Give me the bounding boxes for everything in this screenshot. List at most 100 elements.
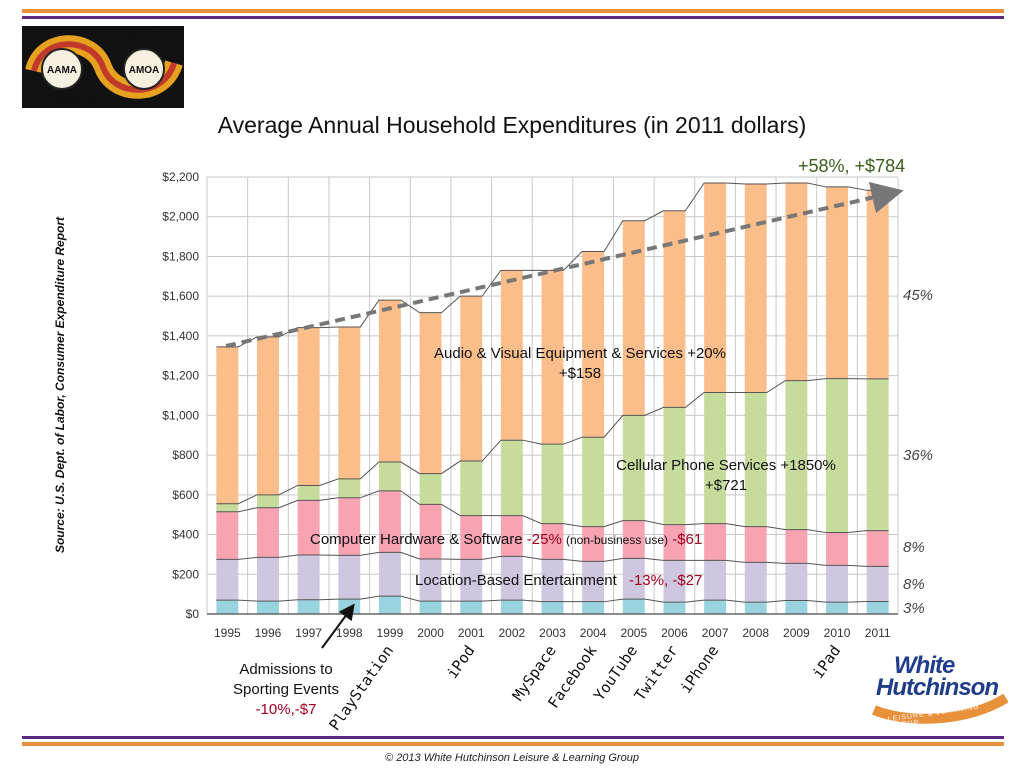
bar-segment — [704, 600, 727, 614]
event-logo: AAMA AMOA LAS VEGAS, NV MARCH 20-22 — [22, 9, 184, 108]
logo-white: White — [894, 652, 955, 679]
bar-segment — [785, 563, 808, 601]
bar-segment — [256, 557, 279, 602]
bar-segment — [297, 485, 320, 501]
series-line — [216, 182, 889, 348]
x-tick-label: 1995 — [214, 626, 241, 640]
top-rule-orange — [22, 9, 1004, 13]
series-line — [216, 551, 889, 567]
bar-segment — [744, 562, 767, 603]
y-tick-label: $400 — [172, 528, 199, 542]
bar-segment — [216, 600, 239, 614]
x-tick-label: 1996 — [255, 626, 282, 640]
bar-segment — [785, 182, 808, 381]
bottom-rule-purple — [22, 736, 1004, 739]
bar-segment — [744, 602, 767, 614]
pct-admissions: 3% — [903, 600, 925, 617]
bar-segment — [500, 440, 523, 516]
page-title: Average Annual Household Expenditures (i… — [217, 112, 807, 138]
y-tick-label: $0 — [186, 607, 200, 621]
bar-segment — [256, 336, 279, 495]
computer-label-main: Computer Hardware & Software — [310, 531, 523, 548]
logo-badge-amoa: AMOA — [129, 65, 160, 76]
bar-segment — [297, 555, 320, 600]
bar-segment — [256, 494, 279, 508]
bar-segment — [663, 210, 686, 408]
bar-segment — [216, 511, 239, 560]
bar-segment — [582, 437, 605, 527]
x-tick-label: 2006 — [661, 626, 688, 640]
bar-segment — [866, 566, 889, 602]
x-tick-label: 2002 — [499, 626, 526, 640]
pct-cell: 36% — [903, 447, 933, 464]
bar-segment — [419, 558, 442, 602]
bottom-rule-orange — [22, 742, 1004, 746]
y-axis-tick-labels: $0 $200 $400 $600 $800 $1,000 $1,200 $1,400 $1,6… — [162, 170, 199, 621]
admissions-label-line2: Sporting Events — [233, 681, 339, 698]
bar-segment — [541, 523, 564, 560]
pct-lbe: 8% — [903, 576, 925, 593]
y-tick-label: $1,000 — [162, 408, 199, 422]
bar-segment — [826, 565, 849, 603]
bar-segment — [541, 559, 564, 602]
admissions-label-line1: Admissions to — [239, 661, 332, 678]
bar-segment — [419, 473, 442, 505]
bar-segment — [500, 270, 523, 441]
bar-segment — [338, 326, 361, 479]
bar-segment — [460, 461, 483, 516]
logo-dates: MARCH 20-22 — [52, 94, 111, 104]
audio-label-line2: +$158 — [559, 365, 601, 382]
y-tick-label: $200 — [172, 567, 199, 581]
bar-segment — [785, 529, 808, 564]
bar-segment — [622, 599, 645, 614]
audio-label-line1: Audio & Visual Equipment & Services +20% — [434, 345, 726, 362]
bar-segment — [338, 478, 361, 498]
bar-segment — [866, 601, 889, 614]
x-tick-label: 1999 — [377, 626, 404, 640]
x-tick-label: 1998 — [336, 626, 363, 640]
bar-segment — [541, 601, 564, 614]
bar-segment — [744, 183, 767, 393]
bar-segment — [378, 552, 401, 597]
bar-segment — [663, 560, 686, 603]
bar-segment — [622, 220, 645, 416]
bar-segment — [378, 300, 401, 463]
bar-segment — [582, 251, 605, 438]
logo-swoosh — [872, 693, 1008, 724]
bar-segment — [338, 497, 361, 556]
lbe-label: Location-Based Entertainment -13%, -$27 — [415, 572, 702, 589]
bar-segment — [826, 378, 849, 533]
y-tick-label: $800 — [172, 448, 199, 462]
bar-segment — [704, 560, 727, 601]
y-tick-label: $2,000 — [162, 210, 199, 224]
bar-segment — [256, 507, 279, 558]
trend-arrow — [225, 181, 904, 348]
computer-label-pct: -25% — [527, 531, 562, 548]
bar-segment — [704, 392, 727, 524]
computer-label-dollar: -$61 — [672, 531, 702, 548]
x-tick-label: 2007 — [702, 626, 729, 640]
computer-label: Computer Hardware & Software -25% (non-b… — [310, 531, 702, 548]
bar-segment — [419, 601, 442, 614]
x-tick-label: 2000 — [417, 626, 444, 640]
bar-segment — [378, 462, 401, 491]
event-label: iPad — [809, 642, 844, 682]
bar-segment — [744, 392, 767, 527]
bar-segment — [582, 601, 605, 614]
bar-segment — [541, 270, 564, 445]
y-tick-label: $2,200 — [162, 170, 199, 184]
copyright-footer: © 2013 White Hutchinson Leisure & Learni… — [385, 752, 639, 764]
logo-badge-aama: AAMA — [47, 65, 77, 76]
bar-segment — [622, 558, 645, 600]
bar-segment — [419, 312, 442, 474]
event-labels: PlayStation iPod MySpaceFacebookYouTubeTwi… — [325, 642, 844, 734]
bar-segment — [460, 515, 483, 560]
bar-segment — [256, 601, 279, 614]
bar-segment — [216, 346, 239, 504]
computer-label-note: (non-business use) — [566, 533, 668, 547]
bar-segment — [338, 555, 361, 600]
x-tick-label: 1997 — [295, 626, 322, 640]
lbe-label-change: -13%, -$27 — [629, 572, 702, 589]
bar-segment — [826, 186, 849, 379]
pct-audio: 45% — [903, 287, 933, 304]
